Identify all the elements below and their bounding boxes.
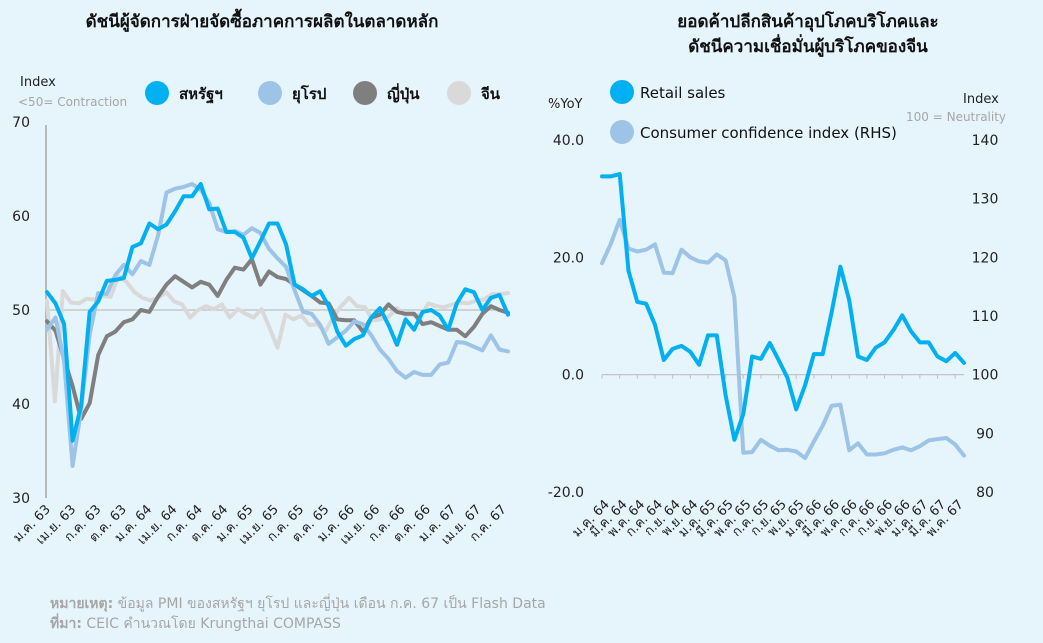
- retail-y2-tick-label: 120: [972, 250, 999, 266]
- retail-y2-axis-sublabel: 100 = Neutrality: [906, 110, 1006, 124]
- pmi-y-tick-label: 40: [12, 397, 30, 413]
- retail-y-axis-label: %YoY: [548, 97, 583, 112]
- retail-y2-tick-label: 100: [972, 368, 999, 384]
- retail-legend-label: Retail sales: [640, 84, 726, 102]
- pmi-legend-label: สหรัฐฯ: [179, 85, 223, 104]
- retail-series: [600, 172, 966, 460]
- footer-source-label: ที่มา:: [50, 616, 82, 632]
- pmi-y-axis-sublabel: <50= Contraction: [18, 95, 127, 109]
- pmi-y-tick-label: 30: [12, 491, 30, 507]
- pmi-y-tick-label: 70: [12, 115, 30, 131]
- pmi-legend-swatch: [258, 81, 282, 105]
- retail-y2-tick-label: 130: [972, 192, 999, 208]
- retail-y2-tick-label: 110: [972, 309, 999, 325]
- retail-y2-axis-label: Index: [963, 92, 999, 107]
- pmi-legend-label: จีน: [481, 85, 501, 103]
- retail-legend: Retail sales Consumer confidence index (R…: [610, 80, 897, 144]
- retail-y-tick-label: -20.0: [548, 485, 584, 501]
- retail-y-ticks: -20.0 0.0 20.0 40.0: [548, 133, 584, 501]
- pmi-legend-swatch: [353, 81, 377, 105]
- pmi-series: [45, 182, 510, 468]
- pmi-legend-swatch: [145, 81, 169, 105]
- pmi-y-axis-label: Index: [20, 75, 56, 90]
- retail-legend-label: Consumer confidence index (RHS): [640, 124, 897, 142]
- pmi-series-line-2: [45, 182, 510, 468]
- retail-y2-tick-label: 140: [972, 133, 999, 149]
- retail-y2-tick-label: 80: [976, 485, 994, 501]
- retail-zero-axis-ticks: [601, 374, 956, 379]
- footer-source-text: CEIC คำนวณโดย Krungthai COMPASS: [81, 616, 341, 632]
- pmi-series-line-0: [45, 274, 510, 404]
- retail-series-line-retail-sales: [600, 172, 966, 442]
- retail-y-tick-label: 40.0: [553, 133, 584, 149]
- retail-y2-ticks: 80 90 100 110 120 130 140: [972, 133, 999, 501]
- retail-series-line-consumer-confidence-index-rhs: [600, 217, 966, 460]
- pmi-legend-label: ยุโรป: [292, 84, 326, 104]
- pmi-chart: ดัชนีผู้จัดการฝ่ายจัดซื้อภาคการผลิตในตลา…: [11, 8, 510, 548]
- retail-chart-title-line-2: ดัชนีความเชื่อมั่นผู้บริโภคของจีน: [688, 34, 928, 58]
- pmi-series-line-3: [45, 182, 510, 443]
- retail-chart-title-line-1: ยอดค้าปลีกสินค้าอุปโภคบริโภคและ: [677, 11, 938, 32]
- pmi-legend-swatch: [447, 81, 471, 105]
- pmi-chart-title: ดัชนีผู้จัดการฝ่ายจัดซื้อภาคการผลิตในตลา…: [86, 8, 439, 33]
- retail-legend-swatch: [610, 120, 634, 144]
- retail-y-tick-label: 0.0: [562, 368, 584, 384]
- pmi-y-tick-label: 60: [12, 209, 30, 225]
- retail-chart: ยอดค้าปลีกสินค้าอุปโภคบริโภคและ ดัชนีควา…: [548, 11, 1006, 541]
- footer-note-label: หมายเหตุ:: [50, 596, 114, 612]
- footer-source: ที่มา: CEIC คำนวณโดย Krungthai COMPASS: [50, 613, 341, 635]
- retail-y2-tick-label: 90: [976, 426, 994, 442]
- retail-legend-swatch: [610, 80, 634, 104]
- pmi-y-ticks: 30 40 50 60 70: [12, 115, 30, 507]
- pmi-y-tick-label: 50: [12, 303, 30, 319]
- pmi-legend: สหรัฐฯ ยุโรป ญี่ปุ่น จีน: [145, 81, 501, 105]
- footer-note-text: ข้อมูล PMI ของสหรัฐฯ ยุโรป และญี่ปุ่น เด…: [113, 596, 546, 612]
- footer-note: หมายเหตุ: ข้อมูล PMI ของสหรัฐฯ ยุโรป และ…: [50, 593, 546, 615]
- pmi-series-line-1: [45, 257, 510, 421]
- retail-x-ticks: ม.ค. 64มี.ค. 64พ.ค. 64ก.ค. 64ก.ย. 64พ.ย.…: [570, 497, 967, 541]
- retail-y-tick-label: 20.0: [553, 250, 584, 266]
- pmi-legend-label: ญี่ปุ่น: [387, 83, 420, 104]
